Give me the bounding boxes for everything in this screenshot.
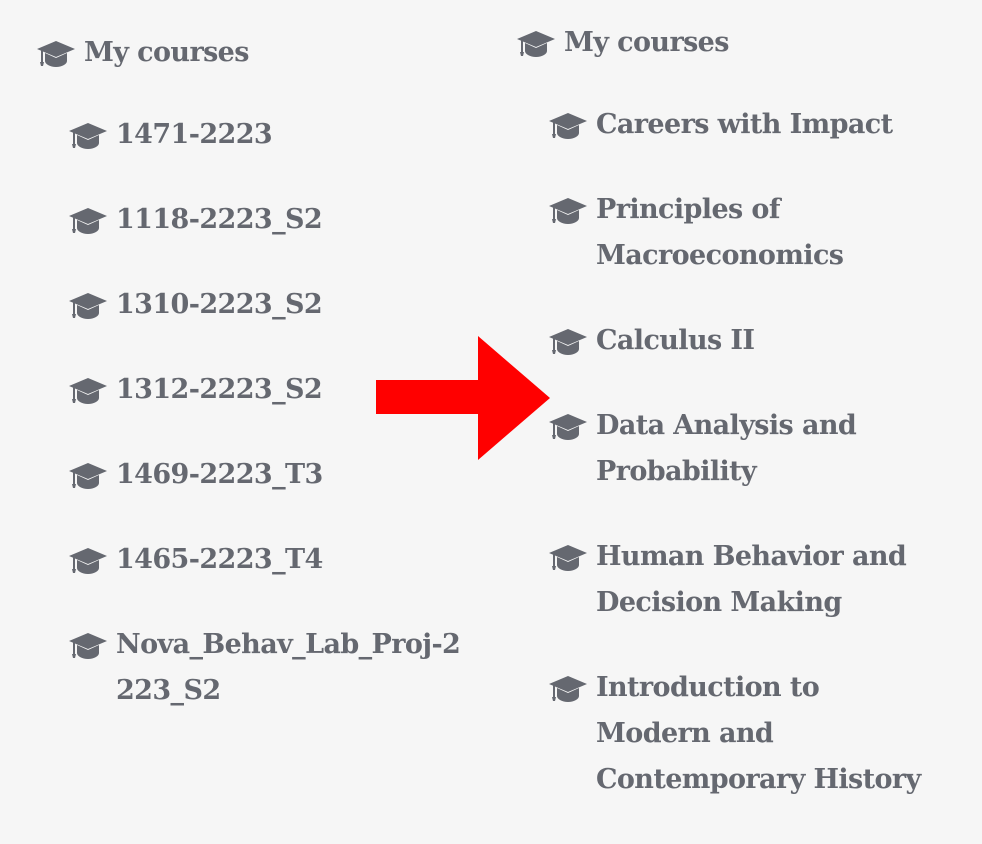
graduation-cap-icon (548, 112, 588, 140)
course-label: 1312-2223_S2 (116, 374, 323, 405)
course-item[interactable]: 1469-2223_T3 (68, 452, 476, 498)
graduation-cap-icon (548, 197, 588, 225)
course-item[interactable]: Introduction to Modern and Contemporary … (548, 665, 966, 803)
course-list-left: 1471-2223 1118-2223_S2 1310-2223_S2 1312… (36, 112, 476, 714)
course-item[interactable]: 1310-2223_S2 (68, 282, 476, 328)
course-label: 1469-2223_T3 (116, 459, 323, 490)
graduation-cap-icon (548, 328, 588, 356)
course-label: Data Analysis and Probability (596, 410, 857, 487)
graduation-cap-icon (68, 377, 108, 405)
course-list-right: Careers with Impact Principles of Macroe… (516, 102, 966, 803)
right-course-panel: My courses Careers with Impact Principle… (516, 20, 966, 842)
course-item[interactable]: Human Behavior and Decision Making (548, 534, 966, 626)
course-item[interactable]: Nova_Behav_Lab_Proj-2223_S2 (68, 622, 476, 714)
graduation-cap-icon (68, 122, 108, 150)
left-course-panel: My courses 1471-2223 1118-2223_S2 1310-2… (36, 30, 476, 753)
graduation-cap-icon (68, 547, 108, 575)
course-item[interactable]: Careers with Impact (548, 102, 966, 148)
course-label: 1118-2223_S2 (116, 204, 323, 235)
course-item[interactable]: 1312-2223_S2 (68, 367, 476, 413)
graduation-cap-icon (548, 544, 588, 572)
course-label: Principles of Macroeconomics (596, 194, 844, 271)
graduation-cap-icon (68, 207, 108, 235)
course-label: 1465-2223_T4 (116, 544, 323, 575)
course-item[interactable]: Principles of Macroeconomics (548, 187, 966, 279)
course-label: 1471-2223 (116, 119, 273, 150)
my-courses-heading-right[interactable]: My courses (516, 20, 966, 66)
course-label: 1310-2223_S2 (116, 289, 323, 320)
graduation-cap-icon (68, 462, 108, 490)
course-label: Careers with Impact (596, 109, 893, 140)
course-item[interactable]: Calculus II (548, 318, 966, 364)
heading-label: My courses (84, 37, 249, 68)
graduation-cap-icon (68, 632, 108, 660)
course-item[interactable]: Data Analysis and Probability (548, 403, 966, 495)
right-arrow-icon (376, 336, 550, 460)
course-label: Human Behavior and Decision Making (596, 541, 907, 618)
graduation-cap-icon (548, 413, 588, 441)
graduation-cap-icon (36, 40, 76, 68)
course-label: Introduction to Modern and Contemporary … (596, 672, 921, 795)
my-courses-heading-left[interactable]: My courses (36, 30, 476, 76)
course-item[interactable]: 1471-2223 (68, 112, 476, 158)
graduation-cap-icon (68, 292, 108, 320)
heading-label: My courses (564, 27, 729, 58)
course-label: Calculus II (596, 325, 755, 356)
graduation-cap-icon (516, 30, 556, 58)
course-label: Nova_Behav_Lab_Proj-2223_S2 (116, 629, 461, 706)
course-item[interactable]: 1118-2223_S2 (68, 197, 476, 243)
graduation-cap-icon (548, 675, 588, 703)
course-item[interactable]: 1465-2223_T4 (68, 537, 476, 583)
